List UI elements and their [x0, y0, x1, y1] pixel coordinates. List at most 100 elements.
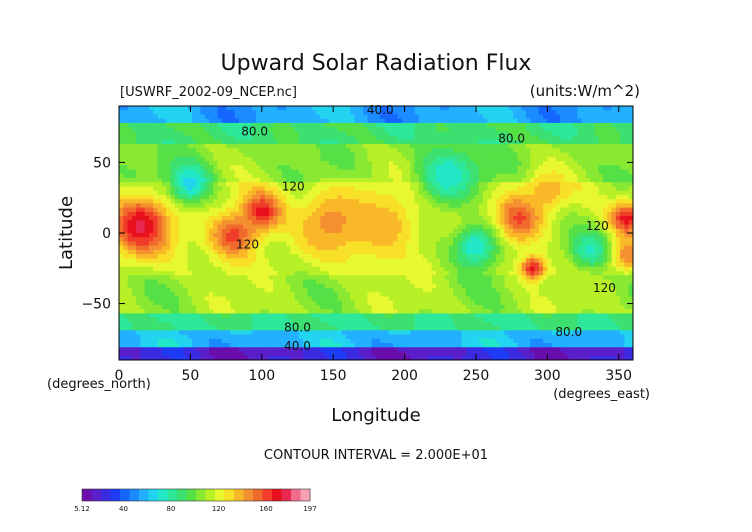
heatmap-cell	[380, 182, 386, 188]
heatmap-cell	[191, 237, 197, 243]
heatmap-cell	[307, 118, 313, 124]
heatmap-cell	[277, 203, 283, 209]
heatmap-cell	[500, 114, 506, 120]
heatmap-cell	[247, 106, 253, 111]
heatmap-cell	[607, 144, 613, 149]
heatmap-cell	[324, 249, 330, 255]
heatmap-cell	[478, 249, 484, 255]
heatmap-cell	[470, 266, 476, 272]
heatmap-cell	[453, 114, 458, 120]
heatmap-cell	[435, 169, 441, 175]
heatmap-cell	[440, 110, 446, 116]
heatmap-cell	[414, 144, 420, 149]
heatmap-cell	[568, 266, 574, 272]
heatmap-cell	[573, 203, 578, 209]
heatmap-cell	[603, 254, 608, 259]
heatmap-cell	[423, 127, 428, 132]
heatmap-cell	[568, 211, 574, 217]
heatmap-cell	[144, 177, 150, 183]
heatmap-cell	[273, 224, 279, 230]
heatmap-cell	[260, 262, 266, 268]
heatmap-cell	[585, 249, 591, 255]
heatmap-cell	[530, 131, 536, 137]
heatmap-cell	[585, 156, 591, 162]
heatmap-cell	[170, 199, 176, 204]
heatmap-cell	[290, 228, 296, 234]
heatmap-cell	[170, 177, 176, 183]
heatmap-cell	[354, 249, 360, 255]
heatmap-cell	[170, 118, 176, 124]
heatmap-cell	[178, 161, 184, 166]
heatmap-cell	[474, 152, 480, 158]
heatmap-cell	[238, 249, 244, 255]
heatmap-cell	[243, 203, 249, 209]
heatmap-cell	[320, 122, 326, 128]
heatmap-cell	[478, 266, 484, 272]
heatmap-cell	[247, 173, 253, 179]
heatmap-cell	[131, 148, 137, 154]
heatmap-cell	[376, 199, 381, 204]
heatmap-cell	[624, 207, 630, 213]
heatmap-cell	[191, 216, 197, 221]
heatmap-cell	[418, 207, 424, 213]
heatmap-cell	[208, 258, 214, 264]
heatmap-cell	[474, 156, 480, 162]
heatmap-cell	[581, 249, 587, 255]
heatmap-cell	[388, 207, 394, 213]
heatmap-cell	[196, 110, 201, 116]
heatmap-cell	[148, 152, 154, 158]
heatmap-cell	[238, 139, 244, 145]
heatmap-cell	[221, 152, 227, 158]
heatmap-cell	[555, 118, 561, 124]
heatmap-cell	[183, 110, 189, 116]
heatmap-cell	[530, 186, 536, 192]
heatmap-cell	[316, 148, 321, 154]
heatmap-cell	[208, 161, 214, 166]
heatmap-cell	[281, 110, 287, 116]
heatmap-cell	[371, 135, 377, 141]
heatmap-cell	[294, 211, 300, 217]
heatmap-cell	[217, 207, 223, 213]
heatmap-cell	[607, 182, 613, 188]
heatmap-cell	[166, 135, 171, 141]
heatmap-cell	[346, 224, 351, 230]
heatmap-cell	[286, 241, 291, 247]
heatmap-cell	[397, 241, 403, 247]
heatmap-cell	[320, 237, 326, 243]
heatmap-cell	[628, 135, 633, 141]
heatmap-cell	[560, 110, 566, 116]
heatmap-cell	[418, 152, 424, 158]
heatmap-cell	[131, 114, 137, 120]
heatmap-cell	[560, 194, 566, 200]
heatmap-cell	[251, 271, 257, 276]
heatmap-cell	[286, 279, 291, 285]
heatmap-cell	[397, 186, 403, 192]
heatmap-cell	[513, 266, 518, 272]
heatmap-cell	[298, 194, 304, 200]
heatmap-cell	[217, 114, 223, 120]
heatmap-cell	[538, 148, 544, 154]
heatmap-cell	[585, 266, 591, 272]
heatmap-cell	[590, 169, 596, 175]
heatmap-cell	[487, 237, 493, 243]
heatmap-cell	[166, 271, 171, 276]
heatmap-cell	[423, 131, 428, 137]
heatmap-cell	[328, 165, 334, 171]
heatmap-cell	[530, 199, 536, 204]
heatmap-cell	[136, 228, 142, 234]
heatmap-cell	[470, 122, 476, 128]
heatmap-cell	[371, 224, 377, 230]
heatmap-cell	[530, 144, 536, 149]
heatmap-cell	[508, 131, 514, 137]
heatmap-cell	[581, 118, 587, 124]
heatmap-cell	[590, 161, 596, 166]
heatmap-cell	[230, 211, 236, 217]
heatmap-cell	[127, 220, 133, 226]
heatmap-cell	[243, 233, 249, 238]
heatmap-cell	[410, 110, 416, 116]
heatmap-cell	[264, 237, 270, 243]
heatmap-cell	[140, 139, 146, 145]
heatmap-cell	[341, 152, 347, 158]
heatmap-cell	[166, 110, 171, 116]
heatmap-cell	[435, 275, 441, 281]
